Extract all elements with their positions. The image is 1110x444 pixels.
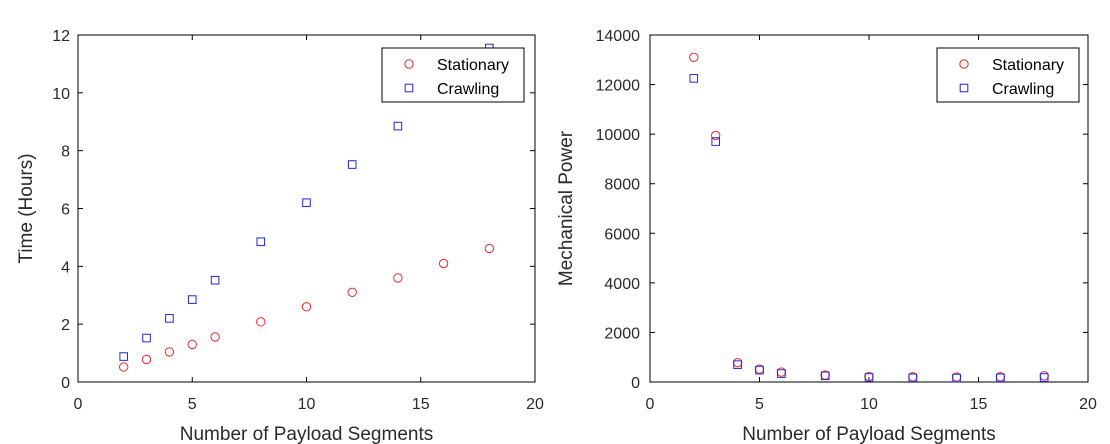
power-x-tick-label: 20 bbox=[1079, 396, 1097, 413]
time-crawling-point bbox=[256, 237, 266, 247]
power-y-tick-label: 2000 bbox=[604, 325, 640, 342]
time-stationary-point bbox=[256, 317, 266, 327]
power-chart-panel: 0 5 10 15 20 0 2000 4000 6000 8000 10000 12000 14000… bbox=[556, 28, 1097, 444]
time-y-tick-label: 0 bbox=[61, 375, 70, 392]
time-y-tick-label: 6 bbox=[61, 202, 70, 219]
power-crawling-point bbox=[1039, 373, 1049, 382]
time-y-tick-label: 8 bbox=[61, 144, 70, 161]
time-x-axis-label: Number of Payload Segments bbox=[180, 424, 433, 444]
power-x-tick-label: 15 bbox=[970, 396, 988, 413]
time-crawling-point bbox=[210, 275, 220, 285]
time-stationary-point bbox=[438, 258, 449, 269]
time-crawling-point bbox=[187, 295, 197, 304]
power-legend-marker-stationary bbox=[959, 59, 969, 69]
time-legend-label-crawling: Crawling bbox=[437, 81, 499, 98]
time-crawling-point bbox=[119, 352, 129, 361]
power-crawling-point bbox=[996, 373, 1005, 383]
time-series-stationary bbox=[119, 243, 494, 372]
time-y-axis-label: Time (Hours) bbox=[16, 153, 37, 263]
time-legend: Stationary Crawling bbox=[381, 47, 525, 103]
time-crawling-point bbox=[393, 121, 403, 131]
time-x-tick-label: 0 bbox=[74, 396, 83, 413]
time-crawling-point bbox=[347, 160, 357, 169]
power-y-tick-label: 10000 bbox=[596, 127, 641, 144]
power-crawling-point bbox=[952, 373, 961, 383]
time-stationary-point bbox=[141, 354, 152, 365]
power-crawling-point bbox=[908, 373, 918, 383]
time-stationary-point bbox=[301, 302, 312, 312]
time-y-tick-label: 2 bbox=[61, 317, 70, 334]
power-legend-label-crawling: Crawling bbox=[992, 81, 1054, 98]
time-legend-box bbox=[381, 47, 525, 103]
power-crawling-point bbox=[777, 369, 786, 378]
power-crawling-point bbox=[864, 373, 874, 382]
power-crawling-point bbox=[689, 74, 699, 83]
power-x-tick-label: 0 bbox=[646, 396, 655, 413]
time-x-tick-label: 5 bbox=[188, 396, 197, 413]
power-crawling-point bbox=[733, 360, 742, 369]
time-y-tick-label: 12 bbox=[52, 28, 70, 45]
time-stationary-point bbox=[210, 332, 220, 342]
power-y-tick-label: 0 bbox=[631, 375, 640, 392]
time-crawling-point bbox=[142, 333, 151, 343]
time-stationary-point bbox=[119, 362, 129, 372]
time-y-tick-label: 4 bbox=[61, 259, 70, 276]
power-legend: Stationary Crawling bbox=[936, 47, 1080, 103]
power-x-axis-label: Number of Payload Segments bbox=[742, 424, 995, 444]
time-stationary-point bbox=[347, 287, 357, 298]
power-y-tick-label: 6000 bbox=[604, 226, 640, 243]
power-y-tick-label: 8000 bbox=[604, 177, 640, 194]
power-crawling-point bbox=[755, 365, 764, 375]
time-stationary-point bbox=[187, 339, 197, 350]
power-y-axis-label: Mechanical Power bbox=[556, 130, 577, 286]
power-legend-label-stationary: Stationary bbox=[992, 57, 1064, 74]
time-stationary-point bbox=[393, 273, 403, 283]
power-y-tick-label: 12000 bbox=[596, 78, 641, 95]
time-x-tick-label: 15 bbox=[412, 396, 430, 413]
time-stationary-point bbox=[484, 243, 494, 254]
power-y-tick-label: 14000 bbox=[596, 28, 641, 45]
time-x-tick-label: 20 bbox=[526, 396, 544, 413]
power-series-crawling bbox=[689, 74, 1049, 383]
power-stationary-point bbox=[711, 130, 721, 141]
power-stationary-point bbox=[689, 52, 699, 63]
time-legend-label-stationary: Stationary bbox=[437, 57, 509, 74]
time-x-tick-label: 10 bbox=[298, 396, 316, 413]
time-legend-marker-stationary bbox=[404, 59, 414, 69]
time-legend-marker-crawling bbox=[404, 83, 414, 93]
time-y-tick-label: 10 bbox=[52, 86, 70, 103]
power-x-tick-label: 10 bbox=[860, 396, 878, 413]
time-chart-panel: 0 5 10 15 20 0 2 4 6 8 10 12 Number of Payload Segme… bbox=[16, 28, 544, 444]
power-x-tick-label: 5 bbox=[755, 396, 764, 413]
power-legend-box bbox=[936, 47, 1080, 103]
time-stationary-point bbox=[164, 347, 175, 357]
time-crawling-point bbox=[165, 314, 174, 323]
power-crawling-point bbox=[711, 137, 721, 146]
power-crawling-point bbox=[820, 371, 830, 381]
time-crawling-point bbox=[302, 198, 311, 208]
power-y-tick-label: 4000 bbox=[604, 276, 640, 293]
power-legend-marker-crawling bbox=[959, 83, 969, 93]
